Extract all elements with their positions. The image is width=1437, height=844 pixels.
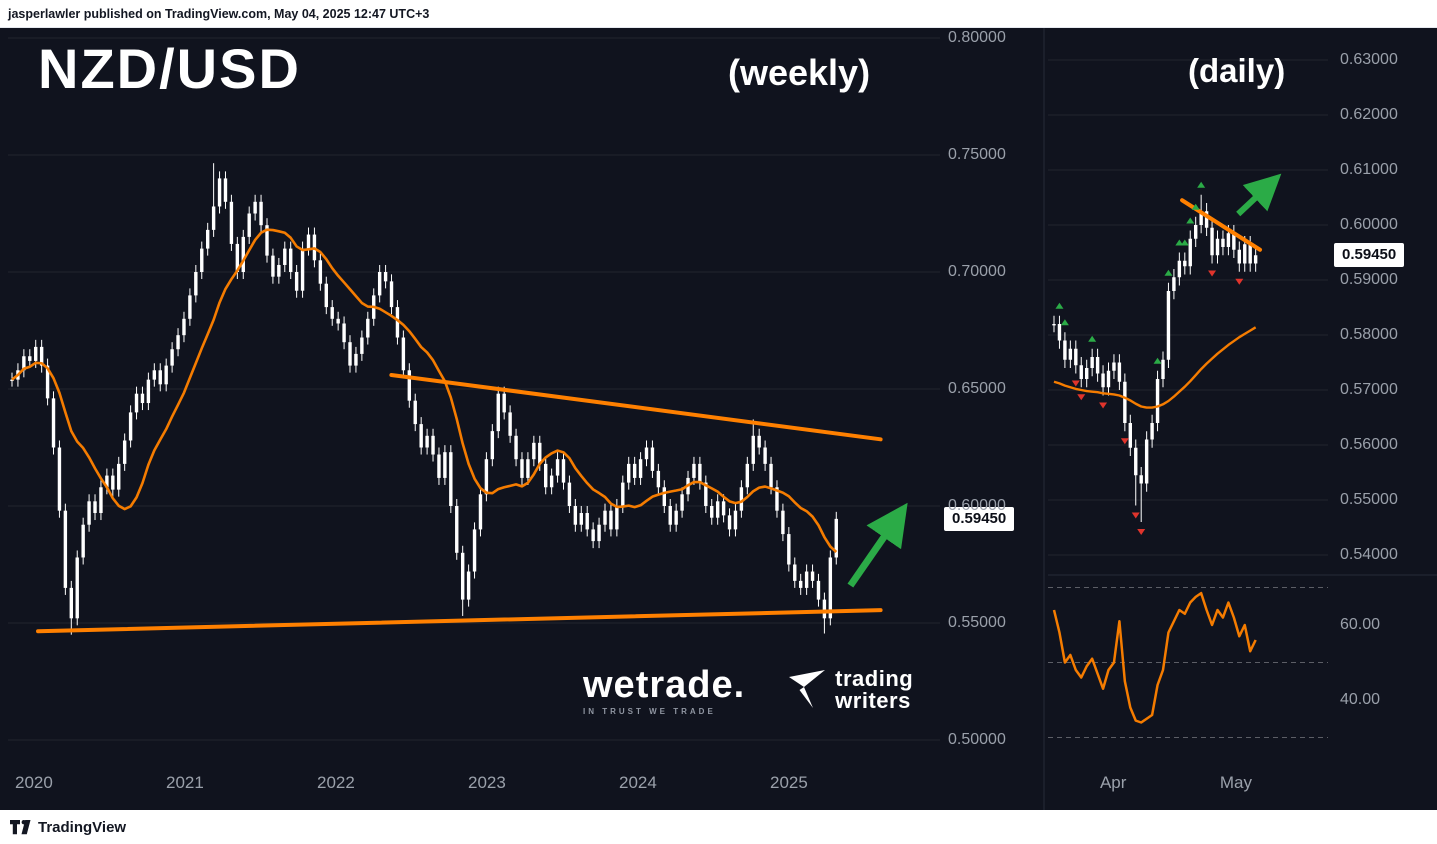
sell-signal-icon <box>1071 380 1080 387</box>
sell-signal-icon <box>1077 394 1086 401</box>
weekly-time-axis-label: 2023 <box>468 773 506 792</box>
buy-signal-icon <box>1088 335 1097 342</box>
sell-signal-icon <box>1235 278 1244 285</box>
trading-writers-icon <box>789 670 826 708</box>
daily-price-axis-label: 0.62000 <box>1340 106 1398 123</box>
signal-markers <box>1055 181 1244 535</box>
sell-signal-icon <box>1137 529 1146 535</box>
chart-area: NZD/USD (weekly) (daily) 0.59450 0.59450… <box>0 28 1437 810</box>
watermark: wetrade. IN TRUST WE TRADE trading write… <box>583 666 913 716</box>
symbol-title: NZD/USD <box>38 37 301 100</box>
trading-writers-line2: writers <box>835 688 911 713</box>
daily-time-axis-label: Apr <box>1099 773 1127 792</box>
buy-signal-icon <box>1153 357 1162 364</box>
oscillator-axis-label: 60.00 <box>1340 616 1381 633</box>
weekly-support-trendline[interactable] <box>36 608 883 634</box>
trading-writers-line1: trading <box>835 666 914 691</box>
oscillator-line <box>1052 591 1257 724</box>
weekly-time-axis-label: 2020 <box>15 773 53 792</box>
daily-price-axis-label: 0.63000 <box>1340 51 1398 68</box>
trading-writers-logo: trading writers <box>787 668 913 712</box>
buy-signal-icon <box>1164 269 1173 276</box>
weekly-price-axis-label: 0.70000 <box>948 263 1006 280</box>
tradingview-logo-text: TradingView <box>38 818 127 836</box>
chart-canvas[interactable] <box>0 28 1437 810</box>
wetrade-logo: wetrade. IN TRUST WE TRADE <box>583 666 745 716</box>
sell-signal-icon <box>1120 438 1129 445</box>
weekly-price-axis-label: 0.80000 <box>948 29 1006 46</box>
buy-signal-icon <box>1191 203 1200 210</box>
daily-breakout-arrow <box>1236 173 1282 217</box>
daily-price-axis-label: 0.59000 <box>1340 271 1398 288</box>
wetrade-tagline: IN TRUST WE TRADE <box>583 707 716 716</box>
daily-last-price-tag: 0.59450 <box>1334 243 1405 267</box>
buy-signal-icon <box>1175 239 1184 246</box>
daily-timeframe-label: (daily) <box>1188 52 1286 89</box>
sell-signal-icon <box>1208 270 1217 277</box>
buy-signal-icon <box>1197 181 1206 188</box>
trading-writers-wordmark: trading writers <box>835 668 913 712</box>
daily-price-axis-label: 0.60000 <box>1340 216 1398 233</box>
daily-price-axis-label: 0.55000 <box>1340 491 1398 508</box>
daily-price-axis-label: 0.58000 <box>1340 326 1398 343</box>
weekly-price-axis-label: 0.55000 <box>948 614 1006 631</box>
attribution-text: jasperlawler published on TradingView.co… <box>8 6 430 21</box>
footer-bar: TradingView <box>0 810 1437 844</box>
daily-price-axis-label: 0.57000 <box>1340 381 1398 398</box>
daily-time-axis-label: May <box>1219 773 1252 792</box>
weekly-price-axis-label: 0.65000 <box>948 380 1006 397</box>
attribution-bar: jasperlawler published on TradingView.co… <box>0 0 1437 28</box>
daily-price-axis-label: 0.54000 <box>1340 546 1398 563</box>
daily-price-axis-label: 0.61000 <box>1340 161 1398 178</box>
weekly-price-axis-label: 0.60000 <box>948 497 1006 514</box>
oscillator-axis-label: 40.00 <box>1340 691 1381 708</box>
buy-signal-icon <box>1186 217 1195 224</box>
weekly-price-axis-label: 0.75000 <box>948 146 1006 163</box>
weekly-time-axis-label: 2024 <box>619 773 657 792</box>
weekly-time-axis-label: 2022 <box>317 773 355 792</box>
wetrade-wordmark: wetrade. <box>583 664 746 706</box>
buy-signal-icon <box>1055 302 1064 309</box>
weekly-breakout-arrow <box>847 502 908 588</box>
tradingview-logo-icon <box>10 820 31 835</box>
daily-ma-line <box>1053 326 1257 409</box>
weekly-timeframe-label: (weekly) <box>728 52 871 93</box>
weekly-time-axis-label: 2025 <box>770 773 808 792</box>
sell-signal-icon <box>1131 512 1140 519</box>
weekly-candles <box>10 163 838 635</box>
weekly-last-price-tag: 0.59450 <box>944 507 1015 531</box>
daily-candles <box>1052 194 1258 522</box>
buy-signal-icon <box>1060 319 1069 326</box>
weekly-time-axis-label: 2021 <box>166 773 204 792</box>
weekly-price-axis-label: 0.50000 <box>948 731 1006 748</box>
weekly-ma-line <box>11 228 838 553</box>
weekly-resistance-trendline[interactable] <box>389 372 883 442</box>
daily-price-axis-label: 0.56000 <box>1340 436 1398 453</box>
gridlines <box>8 28 1437 810</box>
buy-signal-icon <box>1180 239 1189 246</box>
sell-signal-icon <box>1099 402 1108 409</box>
